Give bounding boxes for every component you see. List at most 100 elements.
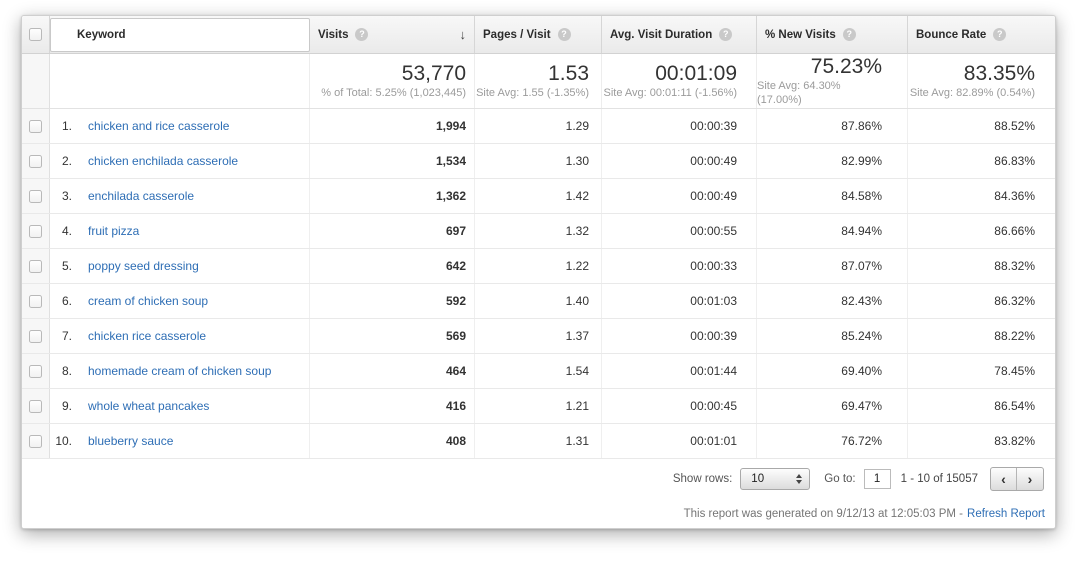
pages-per-visit-value: 1.31 [475,424,602,458]
prev-page-button[interactable]: ‹ [991,468,1017,490]
keyword-cell: 4. fruit pizza [50,214,310,248]
row-checkbox[interactable] [29,364,42,378]
keyword-link[interactable]: blueberry sauce [88,434,174,448]
keyword-link[interactable]: whole wheat pancakes [88,399,210,413]
pct-new-visits-value: 87.86% [757,109,908,143]
keyword-link[interactable]: cream of chicken soup [88,294,209,308]
visits-value: 1,362 [310,179,475,213]
avg-visit-duration-total: 00:01:09 [655,62,737,85]
summary-avg-visit-duration: 00:01:09 Site Avg: 00:01:11 (-1.56%) [602,54,757,108]
goto-label: Go to: [824,473,856,485]
pct-new-visits-total: 75.23% [810,55,882,78]
summary-pct-new-visits: 75.23% Site Avg: 64.30% (17.00%) [757,54,908,108]
column-header-visits[interactable]: Visits ? ↓ [310,16,475,53]
avg-visit-duration-value: 00:01:44 [602,354,757,388]
keyword-cell: 1. chicken and rice casserole [50,109,310,143]
row-checkbox-cell [22,354,50,388]
keyword-cell: 5. poppy seed dressing [50,249,310,283]
keyword-link[interactable]: chicken enchilada casserole [88,154,239,168]
avg-visit-duration-value: 00:00:39 [602,109,757,143]
row-checkbox-cell [22,319,50,353]
row-checkbox-cell [22,214,50,248]
select-all-checkbox[interactable] [29,28,42,41]
pct-new-visits-value: 82.99% [757,144,908,178]
keyword-link[interactable]: homemade cream of chicken soup [88,364,272,378]
stepper-icon [796,474,803,484]
show-rows-select[interactable]: 10 [740,468,811,490]
bounce-rate-total: 83.35% [963,62,1035,85]
bounce-rate-value: 86.32% [994,294,1035,308]
row-checkbox[interactable] [29,434,42,448]
column-header-keyword[interactable]: Keyword [50,17,310,52]
keyword-cell: 7. chicken rice casserole [50,319,310,353]
table-row: 8. homemade cream of chicken soup 464 1.5… [22,354,1055,389]
column-header-pct-new-visits[interactable]: % New Visits ? [757,16,908,53]
keyword-link[interactable]: enchilada casserole [88,189,195,203]
row-checkbox-cell [22,179,50,213]
row-checkbox[interactable] [29,154,42,168]
row-checkbox[interactable] [29,399,42,413]
bounce-rate-value: 86.66% [994,224,1035,238]
bounce-rate-value: 84.36% [994,189,1035,203]
bounce-rate-value: 86.54% [994,399,1035,413]
table-row: 10. blueberry sauce 408 1.31 00:01:01 76.… [22,424,1055,459]
refresh-report-link[interactable]: Refresh Report [967,507,1045,520]
pct-new-visits-total-sub: Site Avg: 64.30% (17.00%) [757,80,841,106]
bounce-rate-value: 88.52% [994,119,1035,133]
pct-new-visits-value: 69.40% [757,354,908,388]
avg-visit-duration-value: 00:00:39 [602,319,757,353]
summary-pages-per-visit: 1.53 Site Avg: 1.55 (-1.35%) [475,54,602,108]
row-checkbox-cell [22,109,50,143]
visits-value: 642 [310,249,475,283]
avg-visit-duration-value: 00:00:45 [602,389,757,423]
table-row: 1. chicken and rice casserole 1,994 1.29 … [22,109,1055,144]
help-icon[interactable]: ? [993,28,1007,41]
pager-button-group: ‹ › [990,467,1044,491]
row-rank: 2. [61,154,72,168]
avg-visit-duration-value: 00:01:01 [602,424,757,458]
table-row: 4. fruit pizza 697 1.32 00:00:55 84.94% 8… [22,214,1055,249]
pct-new-visits-value: 82.43% [757,284,908,318]
keyword-link[interactable]: chicken rice casserole [88,329,207,343]
column-header-pages-per-visit[interactable]: Pages / Visit ? [475,16,602,53]
row-rank: 1. [61,119,72,133]
pagination-range: 1 - 10 of 15057 [900,473,978,485]
bounce-rate-value: 88.32% [994,259,1035,273]
keyword-link[interactable]: chicken and rice casserole [88,119,230,133]
help-icon[interactable]: ? [842,28,856,41]
keyword-cell: 2. chicken enchilada casserole [50,144,310,178]
row-checkbox-cell [22,249,50,283]
row-checkbox[interactable] [29,119,42,133]
avg-visit-duration-value: 00:00:49 [602,144,757,178]
visits-value: 697 [310,214,475,248]
row-checkbox[interactable] [29,329,42,343]
row-checkbox[interactable] [29,294,42,308]
keyword-cell: 9. whole wheat pancakes [50,389,310,423]
next-page-button[interactable]: › [1017,468,1043,490]
help-icon[interactable]: ? [719,28,733,41]
help-icon[interactable]: ? [557,28,571,41]
goto-page-input[interactable] [863,469,891,489]
keyword-header-label: Keyword [77,28,126,41]
keyword-link[interactable]: fruit pizza [88,224,140,238]
visits-value: 1,534 [310,144,475,178]
pages-per-visit-total: 1.53 [548,62,589,85]
chevron-left-icon: ‹ [1001,471,1006,487]
avg-visit-duration-value: 00:00:49 [602,179,757,213]
help-icon[interactable]: ? [355,28,369,41]
keyword-link[interactable]: poppy seed dressing [88,259,199,273]
bounce-rate-value: 86.83% [994,154,1035,168]
bounce-rate-value: 88.22% [994,329,1035,343]
row-checkbox[interactable] [29,259,42,273]
row-checkbox[interactable] [29,224,42,238]
visits-total-sub: % of Total: 5.25% (1,023,445) [321,87,466,99]
row-checkbox[interactable] [29,189,42,203]
column-header-avg-visit-duration[interactable]: Avg. Visit Duration ? [602,16,757,53]
bounce-rate-value: 83.82% [994,434,1035,448]
pct-new-visits-value: 84.58% [757,179,908,213]
keywords-report-table: Keyword Visits ? ↓ Pages / Visit ? Avg. … [21,15,1056,529]
row-rank: 6. [61,294,72,308]
summary-checkbox-cell [22,54,50,108]
column-header-bounce-rate[interactable]: Bounce Rate ? [908,16,1055,53]
visits-value: 592 [310,284,475,318]
